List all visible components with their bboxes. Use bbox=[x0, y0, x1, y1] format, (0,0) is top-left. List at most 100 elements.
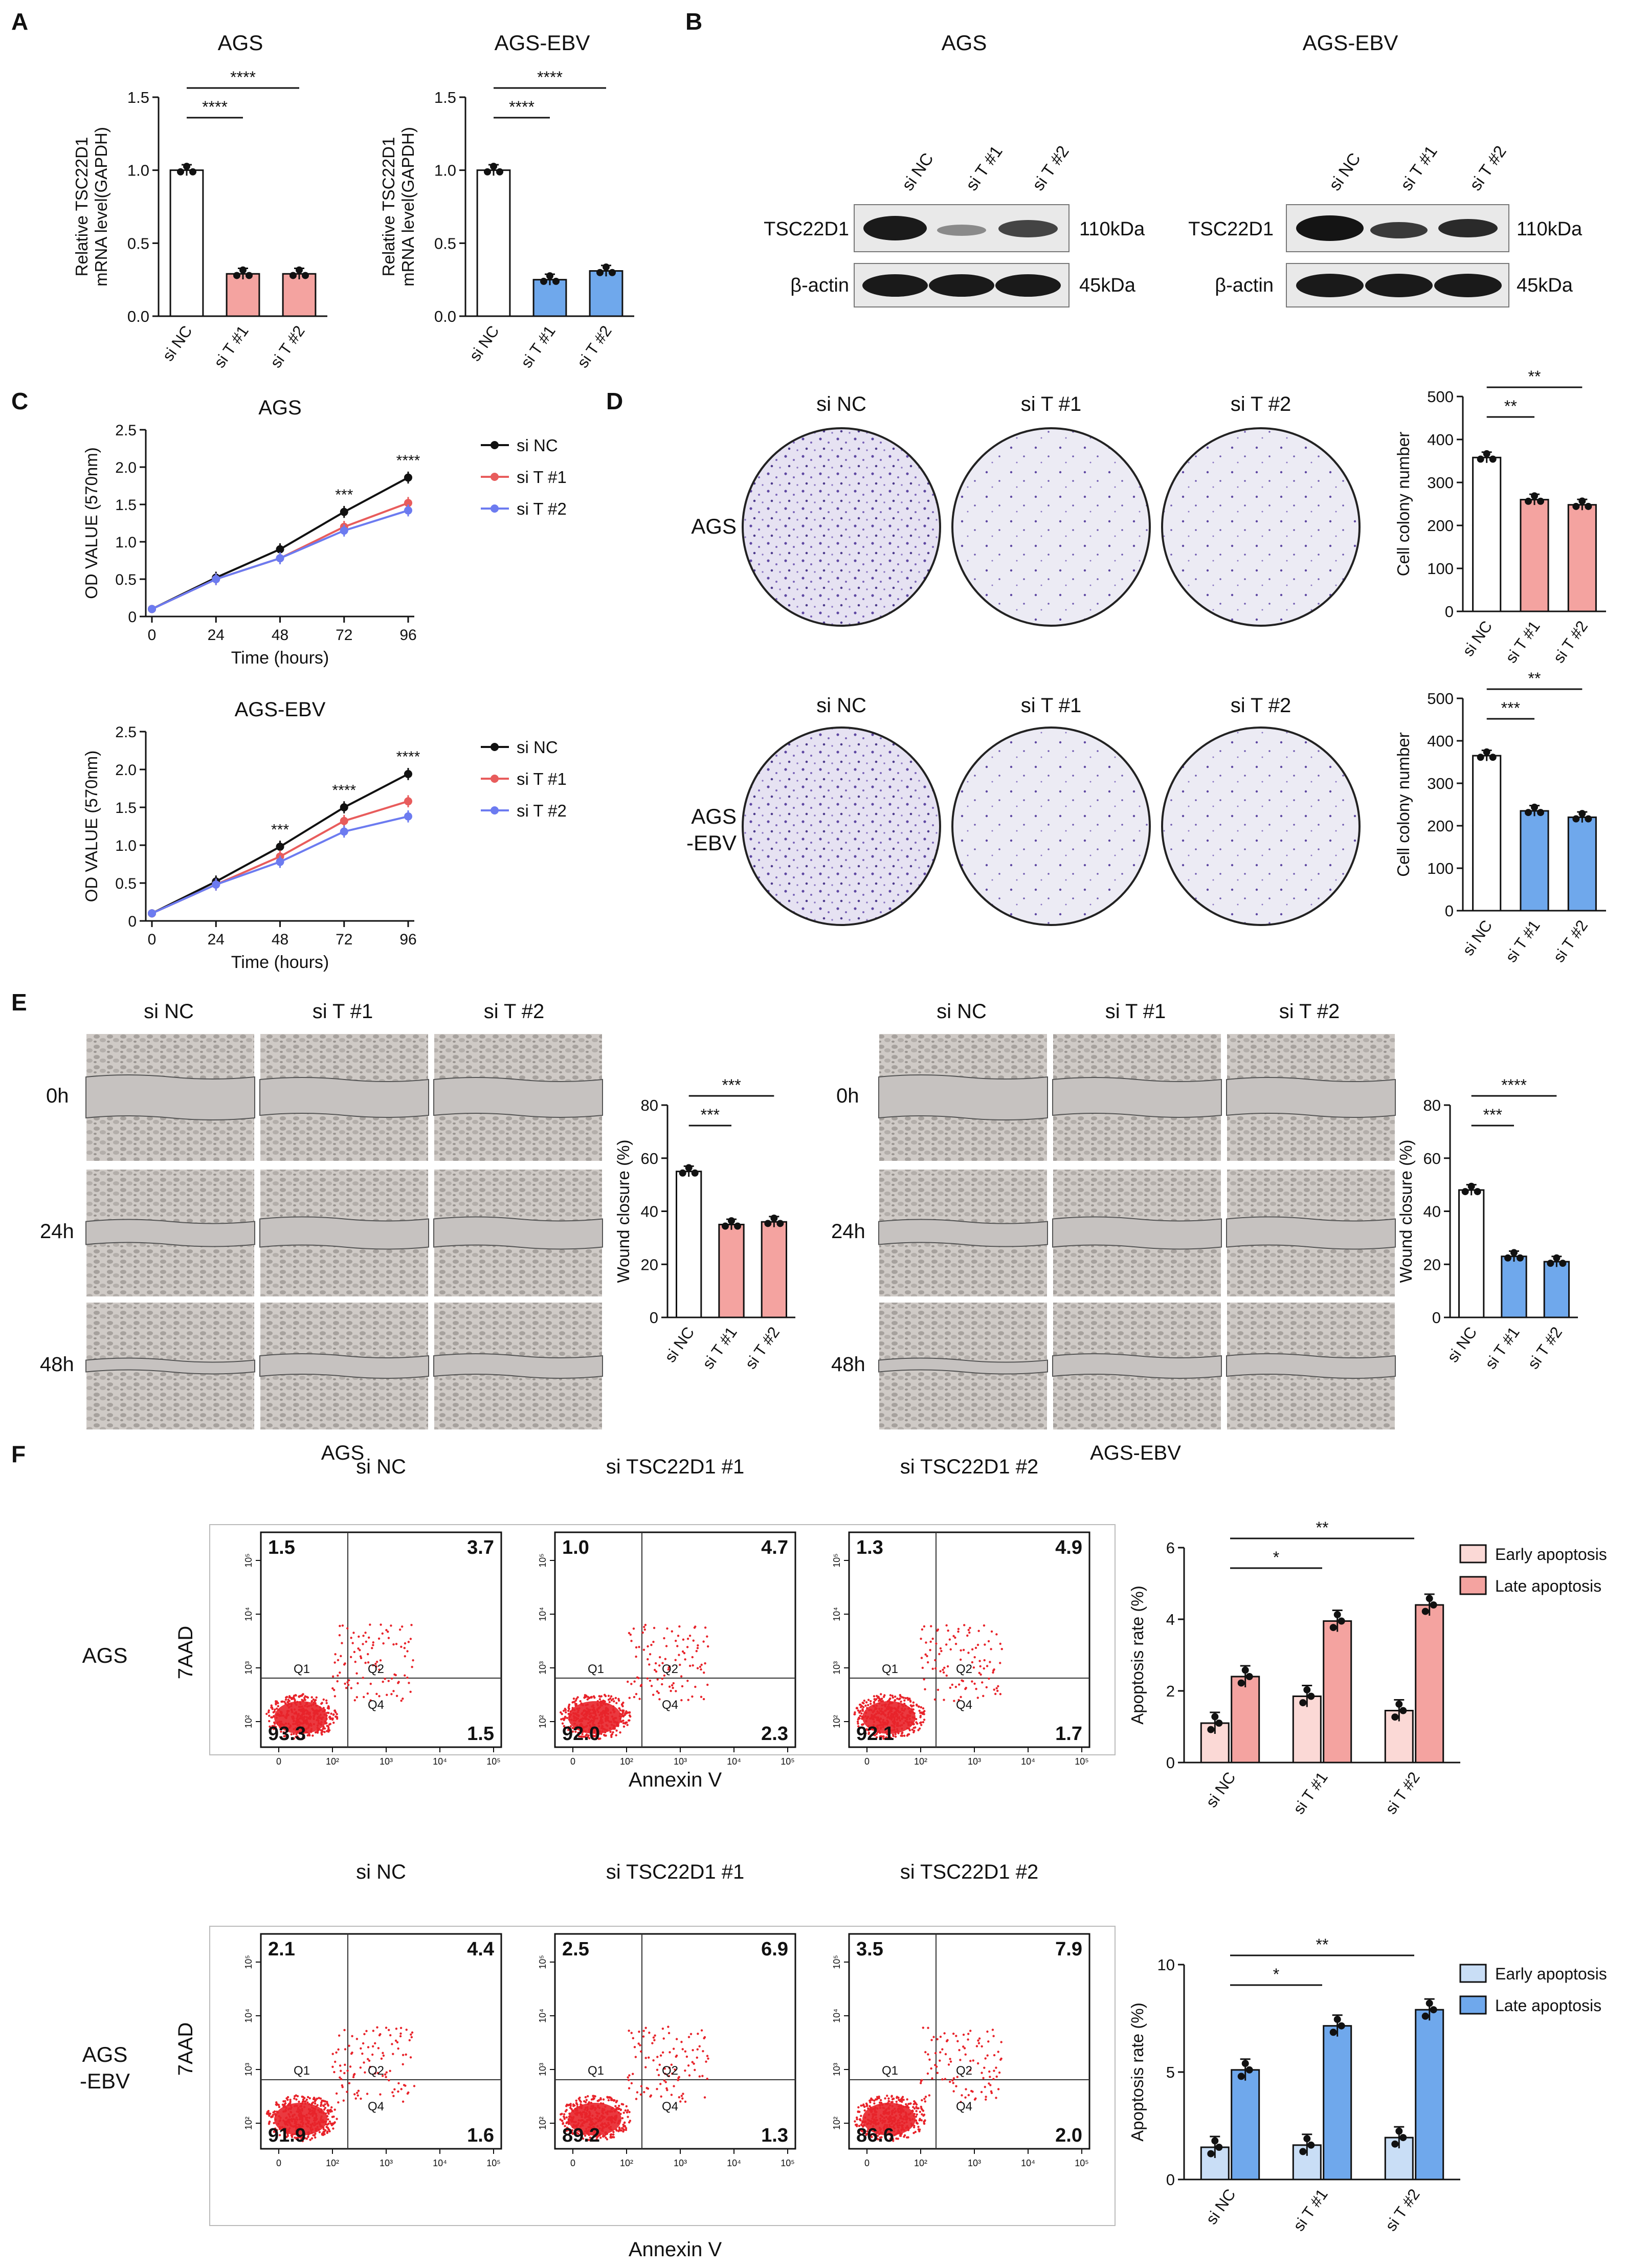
flow-event bbox=[336, 2118, 338, 2120]
flow-event bbox=[698, 2045, 701, 2047]
flow-event bbox=[610, 1735, 613, 1738]
flow-event bbox=[349, 1656, 352, 1659]
wound-gap bbox=[85, 1074, 255, 1120]
blot-lane-label-si-t1: si T #1 bbox=[1396, 142, 1440, 194]
flow-event bbox=[899, 2134, 902, 2137]
flow-event bbox=[919, 1714, 922, 1717]
panel-e-ags-ebv-wound-bar-chart: 0 20 40 60 80 Wound closure (%) si NC si T #1 si… bbox=[1396, 1076, 1578, 1372]
flow-event bbox=[890, 2095, 893, 2098]
significance-label: **** bbox=[509, 98, 534, 116]
legend-swatch bbox=[1459, 1995, 1487, 2015]
flow-event bbox=[565, 2116, 568, 2119]
flow-event bbox=[333, 2122, 336, 2124]
flow-event bbox=[939, 2059, 941, 2062]
data-point bbox=[1211, 1713, 1219, 1721]
flow-event bbox=[269, 1725, 271, 1728]
flow-event bbox=[915, 1721, 918, 1724]
flow-event bbox=[967, 1628, 970, 1632]
data-point bbox=[276, 545, 284, 554]
flow-event bbox=[298, 1695, 300, 1698]
flow-event bbox=[989, 2076, 991, 2078]
flow-event-density bbox=[862, 1701, 916, 1734]
flow-event bbox=[409, 2056, 412, 2059]
flow-event bbox=[578, 1735, 581, 1738]
flow-event bbox=[586, 1698, 589, 1701]
flow-event bbox=[603, 1693, 606, 1697]
significance-label: *** bbox=[701, 1106, 720, 1124]
flow-event bbox=[638, 2030, 640, 2033]
flow-event bbox=[644, 1623, 647, 1626]
flow-event bbox=[912, 1708, 915, 1711]
flow-event bbox=[692, 2049, 694, 2052]
quadrant-value: 93.3 bbox=[268, 1723, 306, 1745]
wound-gap bbox=[1052, 1216, 1222, 1250]
y-tick-label: 60 bbox=[641, 1150, 658, 1168]
flow-event bbox=[918, 1727, 921, 1730]
flow-event bbox=[271, 1725, 274, 1728]
flow-event bbox=[860, 2104, 862, 2107]
flow-event bbox=[362, 1677, 364, 1679]
flow-event bbox=[943, 2032, 946, 2035]
flow-event bbox=[321, 2132, 324, 2135]
flow-event bbox=[702, 1640, 705, 1643]
flow-event bbox=[358, 1635, 360, 1638]
legend-marker bbox=[491, 743, 499, 751]
flow-event bbox=[295, 1735, 297, 1738]
flow-event bbox=[277, 1705, 279, 1708]
flow-event bbox=[303, 1736, 305, 1739]
flow-event bbox=[348, 2044, 350, 2047]
flow-event bbox=[622, 1710, 625, 1713]
flow-event bbox=[621, 1703, 623, 1706]
x-tick-label: 10³ bbox=[968, 1756, 981, 1767]
blot-band bbox=[937, 225, 986, 236]
legend-marker bbox=[491, 806, 499, 814]
flow-event bbox=[688, 1664, 692, 1667]
flow-event bbox=[598, 2099, 600, 2102]
flow-event bbox=[374, 1662, 377, 1665]
y-tick-label: 10⁴ bbox=[538, 2009, 548, 2023]
flow-event bbox=[628, 1697, 631, 1699]
panel-f-ags-ebv-apoptosis-bar-chart: 0 5 10 Apoptosis rate (%) si NC si T #1 si T #… bbox=[1128, 1935, 1607, 2234]
flow-event bbox=[912, 1704, 915, 1707]
flow-event bbox=[353, 2093, 356, 2096]
flow-event bbox=[561, 2120, 564, 2122]
y-tick-label: 10⁵ bbox=[832, 1553, 842, 1567]
flow-event bbox=[981, 2072, 983, 2074]
data-point bbox=[1477, 754, 1484, 761]
flow-event bbox=[385, 2076, 387, 2078]
flow-event bbox=[322, 1707, 325, 1709]
data-point bbox=[1425, 1595, 1433, 1602]
significance-label: ** bbox=[1528, 669, 1541, 688]
flow-event bbox=[874, 1699, 877, 1702]
panel-letter-f: F bbox=[11, 1441, 26, 1467]
data-point bbox=[1572, 815, 1580, 823]
data-point bbox=[1338, 1617, 1345, 1625]
flow-event bbox=[652, 1693, 655, 1696]
flow-event bbox=[607, 2099, 610, 2102]
flow-event bbox=[274, 1723, 276, 1725]
y-tick-label: 2.0 bbox=[115, 762, 137, 779]
quadrant-value: 4.7 bbox=[761, 1537, 788, 1558]
flow-event bbox=[962, 2045, 965, 2048]
flow-event bbox=[335, 1715, 338, 1718]
flow-event bbox=[877, 1697, 879, 1699]
flow-event bbox=[612, 2133, 615, 2136]
data-point bbox=[1215, 2144, 1223, 2151]
flow-event bbox=[928, 2058, 931, 2061]
flow-event bbox=[399, 2032, 402, 2035]
flow-event bbox=[350, 1687, 352, 1689]
flow-event bbox=[336, 1680, 339, 1683]
data-point bbox=[1338, 2022, 1345, 2030]
x-tick-label: 0 bbox=[276, 1756, 281, 1767]
flow-event bbox=[627, 2109, 629, 2111]
flow-event bbox=[400, 2088, 403, 2090]
flow-event bbox=[990, 2091, 993, 2095]
flow-event bbox=[318, 2131, 321, 2133]
flow-event bbox=[644, 2027, 647, 2029]
flow-event bbox=[638, 1645, 640, 1648]
wound-gap bbox=[878, 1074, 1048, 1120]
data-point bbox=[1461, 1188, 1469, 1196]
flow-event bbox=[959, 1658, 962, 1661]
bar bbox=[589, 270, 623, 317]
x-tick-label: 10⁴ bbox=[433, 2158, 447, 2168]
